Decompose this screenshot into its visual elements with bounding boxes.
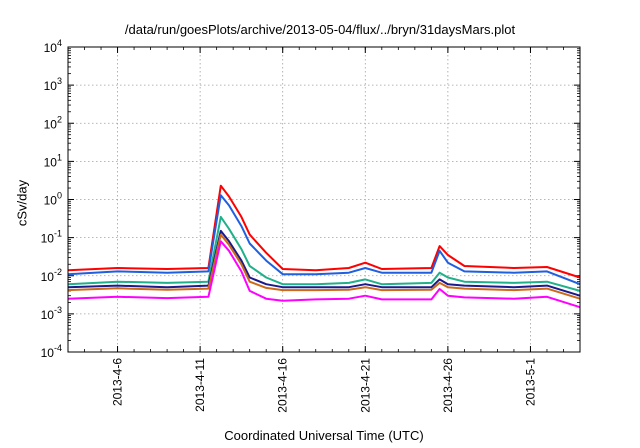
series-line-6	[67, 240, 581, 309]
x-tick-label: 2013-4-6	[111, 358, 125, 406]
x-tick-label: 2013-5-1	[523, 358, 537, 406]
y-tick-label: 100	[44, 191, 62, 208]
y-tick-label: 10-3	[41, 305, 62, 322]
series-line-5	[67, 233, 581, 300]
y-tick-label: 104	[44, 38, 62, 55]
y-tick-label: 101	[44, 152, 62, 169]
y-tick-label: 10-1	[41, 229, 62, 246]
series-line-4	[67, 229, 581, 297]
x-tick-label: 2013-4-16	[276, 358, 290, 413]
series-line-2	[67, 194, 581, 286]
x-tick-label: 2013-4-11	[193, 358, 207, 412]
y-tick-label: 102	[44, 114, 62, 131]
chart-title: /data/run/goesPlots/archive/2013-05-04/f…	[124, 22, 516, 37]
plot-frame	[67, 46, 581, 353]
x-tick-label: 2013-4-26	[441, 358, 455, 413]
x-tick-label: 2013-4-21	[358, 358, 372, 413]
x-axis-label: Coordinated Universal Time (UTC)	[224, 428, 424, 443]
y-tick-label: 10-4	[41, 343, 62, 360]
series-line-3	[67, 215, 581, 292]
y-tick-label: 103	[44, 76, 62, 93]
y-tick-label: 10-2	[41, 267, 62, 284]
